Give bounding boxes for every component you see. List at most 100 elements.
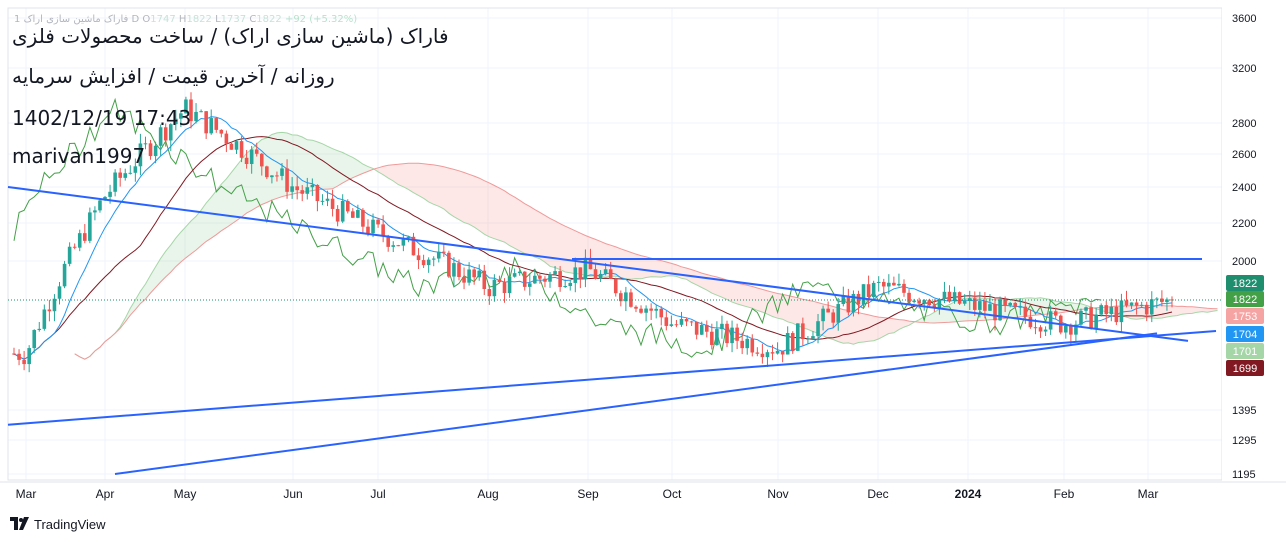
candle-body: [1124, 300, 1129, 306]
cloud-segment: [873, 316, 879, 341]
cloud-segment: [636, 254, 641, 279]
time-tick-label: Dec: [867, 487, 888, 501]
cloud-segment: [236, 159, 242, 221]
candle-body: [811, 336, 815, 339]
cloud-segment: [423, 163, 429, 202]
candle-body: [629, 292, 633, 307]
legend-symbol: فاراک ماشین سازی اراک: [23, 14, 129, 25]
candle-body: [88, 212, 92, 241]
trendlines[interactable]: [7, 186, 1217, 475]
candle-body: [351, 211, 355, 218]
candle-body: [1109, 306, 1114, 315]
candle-body: [219, 129, 224, 134]
cloud-segment: [721, 278, 727, 300]
candle-body: [780, 350, 785, 355]
candle-body: [376, 219, 380, 225]
tradingview-footer[interactable]: TradingView: [10, 515, 106, 533]
cloud-segment: [696, 271, 702, 288]
candle-body: [168, 124, 173, 141]
cloud-segment: [747, 285, 753, 309]
trendline-long-term-support-1[interactable]: [7, 329, 1217, 426]
cloud-segment: [939, 306, 945, 323]
cloud-segment: [322, 143, 328, 190]
candle-body: [452, 263, 456, 277]
chart-author: marivan1997: [12, 144, 146, 168]
cloud-segment: [484, 180, 490, 237]
candle-body: [1094, 314, 1098, 329]
candle-body: [512, 273, 517, 277]
candle-body: [42, 309, 47, 329]
cloud-segment: [868, 314, 874, 342]
candle-body: [431, 258, 436, 260]
candle-body: [163, 127, 168, 141]
candle-body: [806, 338, 810, 340]
candle-body: [82, 233, 87, 241]
cloud-segment: [499, 188, 505, 243]
candle-body: [1119, 300, 1124, 323]
candle-body: [320, 200, 325, 202]
price-tick-label: 3200: [1232, 63, 1256, 75]
trendline-descending-resistance[interactable]: [7, 186, 1189, 342]
candle-body: [1160, 298, 1164, 303]
candle-body: [507, 276, 512, 294]
cloud-segment: [787, 295, 793, 324]
candle-body: [866, 284, 871, 298]
cloud-segment: [342, 152, 348, 183]
candle-body: [12, 353, 16, 355]
trendline-long-term-support-2[interactable]: [114, 332, 1158, 475]
candle-body: [239, 141, 244, 158]
candle-body: [502, 282, 507, 294]
candle-body: [1018, 306, 1023, 308]
cloud-segment: [327, 146, 333, 190]
candle-body: [17, 353, 21, 360]
cloud-segment: [160, 251, 166, 282]
price-axis[interactable]: 3600 3200 2800 2600 2400 2200 2000 1395 1295 1195: [1222, 0, 1286, 482]
cloud-segment: [317, 141, 323, 190]
candle-body: [108, 191, 112, 197]
candle-body: [972, 298, 977, 310]
cloud-segment: [646, 256, 652, 278]
cloud-segment: [737, 283, 743, 306]
candle-body: [871, 282, 876, 298]
legend-high: 1822: [186, 14, 212, 25]
cloud-segment: [418, 163, 424, 199]
cloud-segment: [297, 135, 303, 193]
candlestick-series: [12, 92, 1174, 373]
candle-body: [1134, 302, 1139, 306]
candle-body: [937, 298, 942, 309]
price-tick-label: 1295: [1232, 435, 1256, 447]
symbol-legend: فاراک ماشین سازی اراک 1 D O1747 H1822 L1…: [14, 14, 357, 25]
candle-body: [603, 269, 608, 274]
senkou-span-a-line: [74, 131, 1218, 360]
candle-body: [224, 133, 229, 144]
cloud-segment: [888, 318, 894, 334]
candle-body: [983, 301, 987, 311]
candle-body: [391, 245, 396, 247]
cloud-segment: [1177, 306, 1183, 316]
cloud-segment: [231, 165, 237, 225]
price-tick-label: 2200: [1232, 218, 1256, 230]
candle-body: [133, 166, 138, 173]
candle-body: [22, 359, 26, 365]
cloud-segment: [843, 309, 849, 344]
cloud-segment: [883, 317, 889, 337]
candle-body: [179, 113, 183, 119]
cloud-segment: [575, 230, 581, 274]
candle-body: [1043, 329, 1048, 332]
time-axis[interactable]: Mar Apr May Jun Jul Aug Sep Oct Nov Dec 2024 Feb Mar: [0, 481, 1286, 501]
candle-body: [816, 321, 820, 337]
candle-body: [720, 323, 724, 330]
candle-body: [285, 168, 289, 192]
cloud-segment: [489, 182, 495, 239]
candle-body: [654, 308, 659, 311]
candle-body: [765, 352, 770, 358]
candle-body: [775, 350, 780, 354]
cloud-segment: [332, 148, 338, 189]
price-tick-label: 2600: [1232, 149, 1256, 161]
cloud-segment: [519, 200, 525, 254]
cloud-segment: [352, 157, 358, 178]
candle-body: [194, 111, 198, 122]
candle-body: [442, 251, 446, 253]
candle-body: [270, 175, 274, 178]
